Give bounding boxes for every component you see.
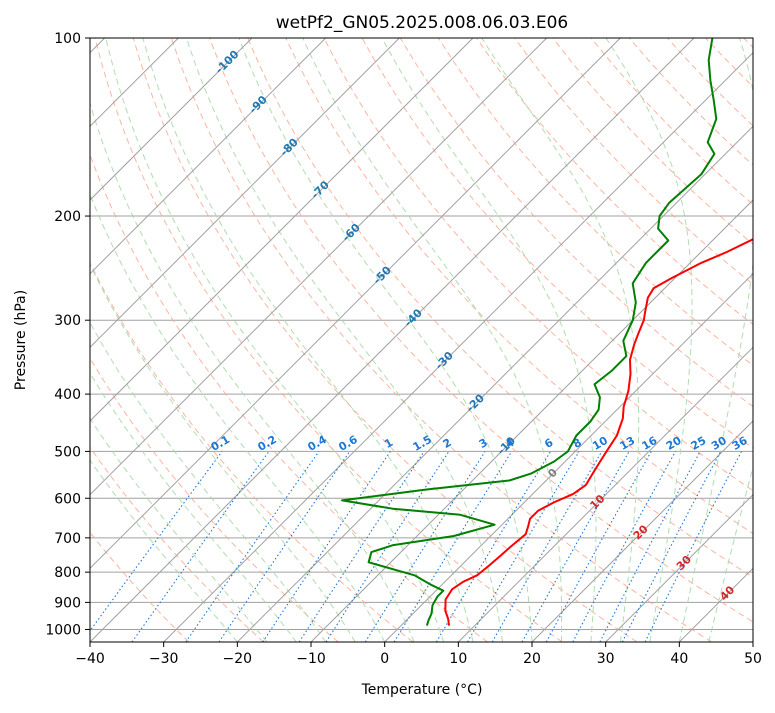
plot-background <box>90 38 753 642</box>
x-tick-label: 50 <box>744 651 762 667</box>
x-tick-label: 40 <box>670 651 688 667</box>
y-axis-label: Pressure (hPa) <box>13 290 29 390</box>
y-tick-label: 600 <box>54 491 81 507</box>
x-tick-label: 20 <box>523 651 541 667</box>
y-tick-label: 200 <box>54 209 81 225</box>
y-tick-label: 1000 <box>45 622 81 638</box>
x-tick-label: −30 <box>149 651 179 667</box>
x-tick-label: −40 <box>75 651 105 667</box>
chart-title: wetPf2_GN05.2025.008.06.03.E06 <box>276 13 568 33</box>
y-tick-label: 300 <box>54 313 81 329</box>
x-axis-label: Temperature (°C) <box>361 682 483 698</box>
x-tick-label: 10 <box>449 651 467 667</box>
y-tick-label: 100 <box>54 31 81 47</box>
y-tick-label: 900 <box>54 595 81 611</box>
y-tick-label: 400 <box>54 387 81 403</box>
y-tick-label: 800 <box>54 565 81 581</box>
isotherm-line <box>753 38 775 642</box>
x-tick-label: −20 <box>223 651 253 667</box>
x-tick-label: −10 <box>296 651 326 667</box>
y-tick-label: 700 <box>54 531 81 547</box>
x-tick-label: 30 <box>597 651 615 667</box>
x-tick-label: 0 <box>380 651 389 667</box>
y-tick-label: 500 <box>54 444 81 460</box>
